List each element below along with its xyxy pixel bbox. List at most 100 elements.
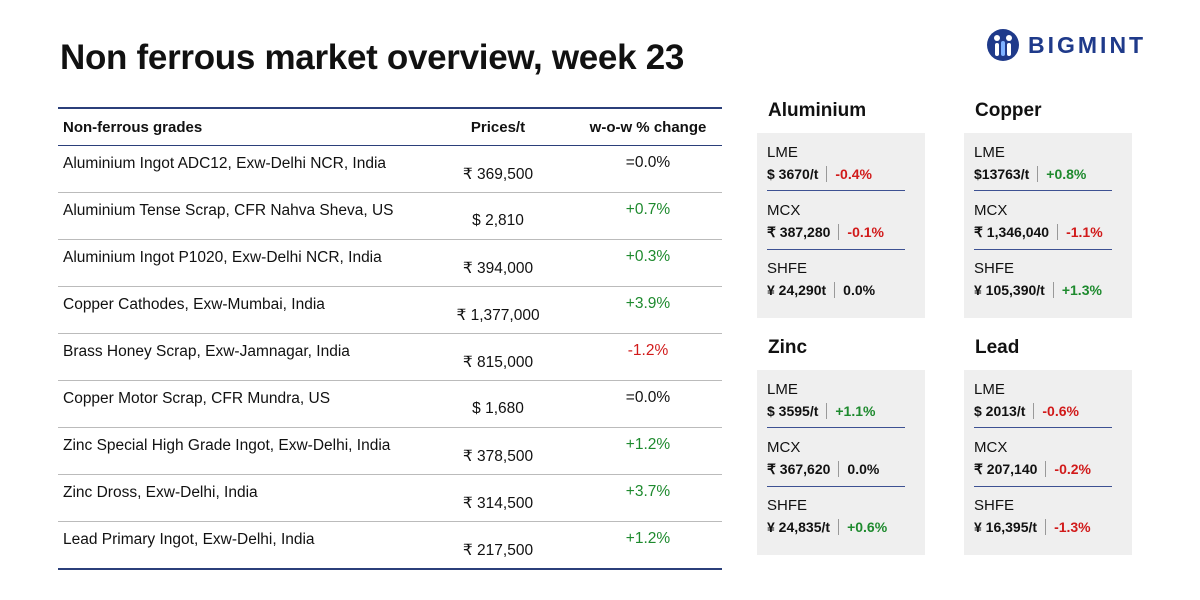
exchange-item: MCX ₹ 387,280 -0.1% xyxy=(767,202,905,250)
exchange-name: LME xyxy=(974,144,1005,161)
exchange-item: LME $ 3670/t -0.4% xyxy=(767,144,905,191)
price: ₹ 394,000 xyxy=(462,260,534,277)
exchange-name: SHFE xyxy=(767,260,808,277)
exchange-name: LME xyxy=(767,144,798,161)
grade: Brass Honey Scrap, Exw-Jamnagar, India xyxy=(63,343,350,360)
grade: Aluminium Ingot P1020, Exw-Delhi NCR, In… xyxy=(63,249,382,266)
exchange-change: -1.1% xyxy=(1057,224,1103,240)
exchange-change: 0.0% xyxy=(834,282,876,298)
table-row: Aluminium Ingot ADC12, Exw-Delhi NCR, In… xyxy=(58,146,722,193)
panel-title: Zinc xyxy=(768,337,808,358)
exchange-name: SHFE xyxy=(974,260,1015,277)
exchange-name: MCX xyxy=(767,202,801,219)
exchange-change: -1.3% xyxy=(1045,519,1091,535)
exchange-value: ₹ 387,280 -0.1% xyxy=(767,224,905,250)
exchange-item: LME $ 2013/t -0.6% xyxy=(974,381,1112,428)
price: ₹ 314,500 xyxy=(462,495,534,512)
exchange-price: ¥ 16,395/t xyxy=(974,519,1038,535)
table-row: Zinc Special High Grade Ingot, Exw-Delhi… xyxy=(58,428,722,475)
grade: Copper Motor Scrap, CFR Mundra, US xyxy=(63,390,331,407)
exchange-item: LME $ 3595/t +1.1% xyxy=(767,381,905,428)
exchange-change: +1.1% xyxy=(826,403,876,419)
exchange-price: ¥ 105,390/t xyxy=(974,282,1045,298)
exchange-item: MCX ₹ 367,620 0.0% xyxy=(767,439,905,487)
exchange-price: ₹ 387,280 xyxy=(767,224,831,240)
exchange-value: $ 3670/t -0.4% xyxy=(767,166,905,191)
price: ₹ 1,377,000 xyxy=(456,307,540,324)
exchange-price: ¥ 24,835/t xyxy=(767,519,831,535)
panel: LME $ 3595/t +1.1% MCX ₹ 367,620 0.0% SHFE ¥ 24… xyxy=(757,370,925,555)
exchange-price: ₹ 1,346,040 xyxy=(974,224,1050,240)
panel-title: Aluminium xyxy=(768,100,867,121)
change: +0.3% xyxy=(625,248,671,265)
exchange-value: $ 2013/t -0.6% xyxy=(974,403,1112,428)
exchange-item: SHFE ¥ 24,290t 0.0% xyxy=(767,260,905,306)
logo-text: BIGMINT xyxy=(1028,31,1147,58)
change: =0.0% xyxy=(625,154,671,171)
table-row: Zinc Dross, Exw-Delhi, India ₹ 314,500 +3.… xyxy=(58,475,722,522)
panel: LME $ 2013/t -0.6% MCX ₹ 207,140 -0.2% SHFE ¥ 1… xyxy=(964,370,1132,555)
exchange-value: $ 3595/t +1.1% xyxy=(767,403,905,428)
table-row: Aluminium Tense Scrap, CFR Nahva Sheva, … xyxy=(58,193,722,240)
logo: BIGMINT xyxy=(986,28,1146,62)
exchange-change: +0.6% xyxy=(838,519,888,535)
exchange-item: MCX ₹ 1,346,040 -1.1% xyxy=(974,202,1112,250)
table-row: Brass Honey Scrap, Exw-Jamnagar, India ₹ … xyxy=(58,334,722,381)
grade: Zinc Dross, Exw-Delhi, India xyxy=(63,484,258,501)
panel-title: Lead xyxy=(975,337,1020,358)
table-row: Copper Cathodes, Exw-Mumbai, India ₹ 1,37… xyxy=(58,287,722,334)
exchange-price: ₹ 367,620 xyxy=(767,461,831,477)
exchange-change: +0.8% xyxy=(1037,166,1087,182)
price: $ 1,680 xyxy=(472,400,524,417)
exchange-item: SHFE ¥ 105,390/t +1.3% xyxy=(974,260,1112,306)
logo-icon xyxy=(987,29,1019,61)
exchange-name: LME xyxy=(974,381,1005,398)
grade: Zinc Special High Grade Ingot, Exw-Delhi… xyxy=(63,437,391,454)
column-header: Prices/t xyxy=(470,119,526,136)
panel: LME $13763/t +0.8% MCX ₹ 1,346,040 -1.1% SHFE ¥… xyxy=(964,133,1132,318)
price-table: Non-ferrous grades Prices/t w-o-w % change… xyxy=(58,107,722,570)
change: =0.0% xyxy=(625,389,671,406)
exchange-price: ¥ 24,290t xyxy=(767,282,827,298)
change: +3.7% xyxy=(625,483,671,500)
exchange-price: $ 3595/t xyxy=(767,403,819,419)
change: +1.2% xyxy=(625,436,671,453)
exchange-name: MCX xyxy=(767,439,801,456)
change: +3.9% xyxy=(625,295,671,312)
table-row: Aluminium Ingot P1020, Exw-Delhi NCR, In… xyxy=(58,240,722,287)
exchange-name: SHFE xyxy=(767,497,808,514)
price: $ 2,810 xyxy=(472,212,524,229)
exchange-name: LME xyxy=(767,381,798,398)
exchange-item: LME $13763/t +0.8% xyxy=(974,144,1112,191)
exchange-value: ¥ 24,290t 0.0% xyxy=(767,282,905,306)
exchange-value: ¥ 105,390/t +1.3% xyxy=(974,282,1112,306)
exchange-price: ₹ 207,140 xyxy=(974,461,1038,477)
table-row: Lead Primary Ingot, Exw-Delhi, India ₹ 21… xyxy=(58,522,722,568)
exchange-value: ¥ 24,835/t +0.6% xyxy=(767,519,905,543)
exchange-name: SHFE xyxy=(974,497,1015,514)
exchange-change: -0.6% xyxy=(1033,403,1079,419)
panel: LME $ 3670/t -0.4% MCX ₹ 387,280 -0.1% SHFE ¥ 2… xyxy=(757,133,925,318)
panel-title: Copper xyxy=(975,100,1042,121)
exchange-value: ₹ 1,346,040 -1.1% xyxy=(974,224,1112,250)
exchange-value: ₹ 367,620 0.0% xyxy=(767,461,905,487)
grade: Aluminium Tense Scrap, CFR Nahva Sheva, … xyxy=(63,202,394,219)
table-row: Copper Motor Scrap, CFR Mundra, US $ 1,68… xyxy=(58,381,722,428)
price: ₹ 217,500 xyxy=(462,542,534,559)
change: +0.7% xyxy=(625,201,671,218)
page-title: Non ferrous market overview, week 23 xyxy=(60,38,685,77)
exchange-price: $ 3670/t xyxy=(767,166,819,182)
exchange-item: SHFE ¥ 16,395/t -1.3% xyxy=(974,497,1112,543)
exchange-name: MCX xyxy=(974,202,1008,219)
price: ₹ 378,500 xyxy=(462,448,534,465)
exchange-name: MCX xyxy=(974,439,1008,456)
grade: Copper Cathodes, Exw-Mumbai, India xyxy=(63,296,325,313)
exchange-item: SHFE ¥ 24,835/t +0.6% xyxy=(767,497,905,543)
exchange-change: -0.4% xyxy=(826,166,872,182)
exchange-value: $13763/t +0.8% xyxy=(974,166,1112,191)
exchange-change: -0.2% xyxy=(1045,461,1091,477)
column-header: Non-ferrous grades xyxy=(63,119,203,136)
grade: Aluminium Ingot ADC12, Exw-Delhi NCR, In… xyxy=(63,155,387,172)
exchange-price: $ 2013/t xyxy=(974,403,1026,419)
grade: Lead Primary Ingot, Exw-Delhi, India xyxy=(63,531,315,548)
